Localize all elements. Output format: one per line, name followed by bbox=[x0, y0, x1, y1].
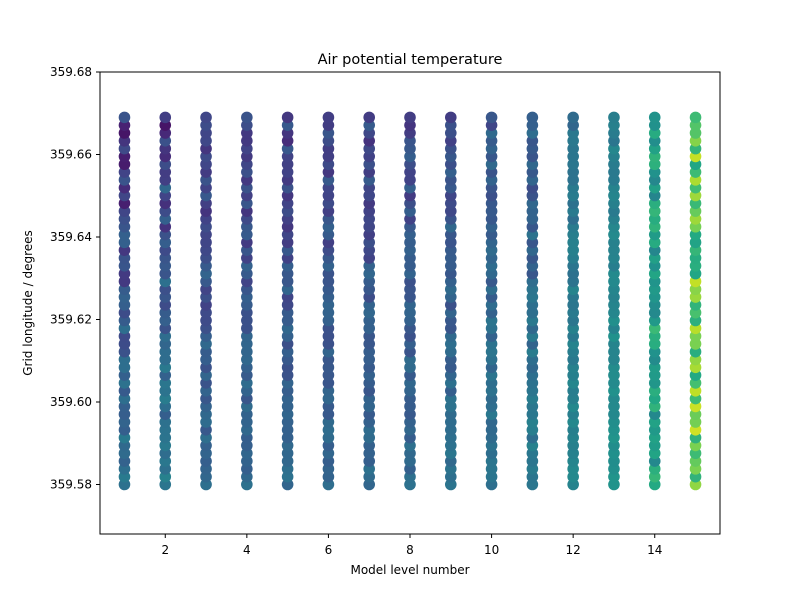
data-point bbox=[322, 111, 335, 124]
x-tick-label: 4 bbox=[243, 543, 251, 557]
y-axis-label: Grid longitude / degrees bbox=[21, 230, 35, 376]
data-point bbox=[200, 111, 212, 124]
x-tick-label: 10 bbox=[484, 543, 499, 557]
data-point bbox=[526, 111, 539, 124]
y-axis: 359.58 359.60 359.62 359.64 359.66 359.68 bbox=[50, 65, 100, 492]
x-tick-label: 8 bbox=[406, 543, 414, 557]
y-tick-label: 359.64 bbox=[50, 230, 92, 244]
chart-title: Air potential temperature bbox=[318, 52, 503, 68]
y-tick-label: 359.62 bbox=[50, 313, 92, 327]
x-tick-label: 2 bbox=[161, 543, 169, 557]
x-tick-label: 12 bbox=[566, 543, 581, 557]
y-tick-label: 359.68 bbox=[50, 65, 92, 79]
data-point bbox=[363, 111, 376, 124]
data-point bbox=[485, 111, 498, 124]
x-axis-label: Model level number bbox=[350, 563, 469, 577]
data-point bbox=[118, 111, 131, 124]
y-tick-label: 359.60 bbox=[50, 395, 92, 409]
x-tick-label: 14 bbox=[647, 543, 662, 557]
data-point bbox=[404, 111, 416, 124]
x-axis: 2 4 6 8 10 12 14 bbox=[161, 534, 662, 557]
data-point bbox=[281, 111, 294, 124]
data-point bbox=[567, 111, 579, 124]
data-points bbox=[118, 111, 702, 491]
data-point bbox=[444, 111, 457, 124]
x-tick-label: 6 bbox=[325, 543, 333, 557]
data-point bbox=[241, 111, 253, 124]
data-point bbox=[689, 111, 702, 124]
data-point bbox=[648, 111, 661, 124]
data-point bbox=[608, 111, 620, 124]
y-tick-label: 359.66 bbox=[50, 148, 92, 162]
y-tick-label: 359.58 bbox=[50, 478, 92, 492]
data-point bbox=[159, 111, 172, 124]
